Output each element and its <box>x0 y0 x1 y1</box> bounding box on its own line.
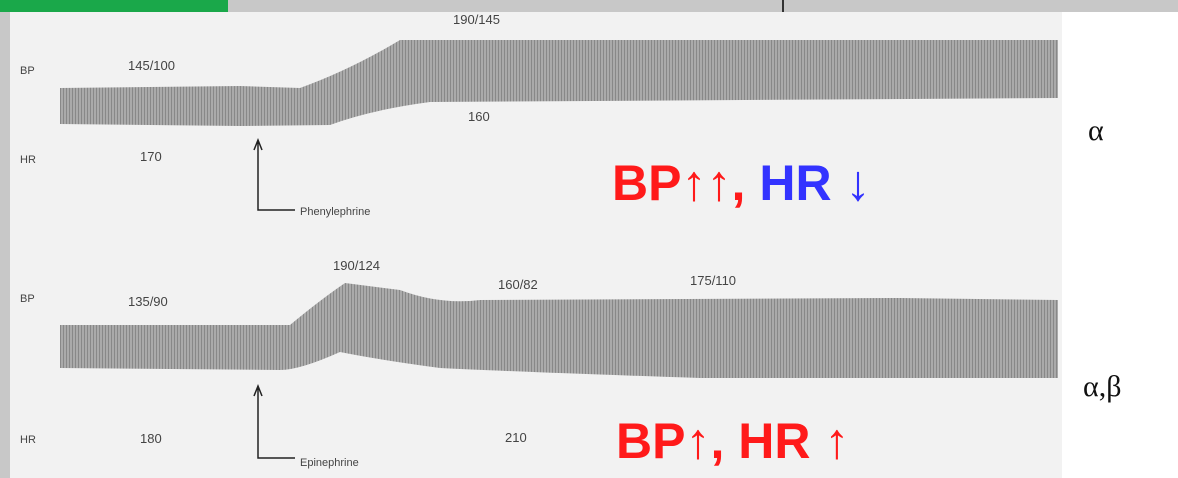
bp-label: BP <box>20 65 35 77</box>
effect-hr: HR ↓ <box>759 155 870 211</box>
bp-label: BP <box>20 293 35 305</box>
drug-label: Phenylephrine <box>300 206 370 218</box>
hr-label: HR <box>20 434 36 446</box>
receptor-label: α <box>1088 114 1104 147</box>
drug-label: Epinephrine <box>300 457 359 469</box>
active-tab[interactable] <box>0 0 228 12</box>
bp-value: 145/100 <box>128 58 175 73</box>
hr-value: 180 <box>140 431 162 446</box>
hr-value: 210 <box>505 430 527 445</box>
left-edge <box>0 12 10 478</box>
bp-value: 135/90 <box>128 294 168 309</box>
receptor-label: α,β <box>1083 370 1121 403</box>
bp-value: 190/124 <box>333 258 380 273</box>
slide: BP 145/100 190/145 160 HR 170 Phenylephr… <box>0 0 1178 478</box>
bp-value: 190/145 <box>453 12 500 27</box>
hr-label: HR <box>20 154 36 166</box>
effect-text: BP↑↑,HR ↓ <box>612 155 870 211</box>
hr-value: 170 <box>140 149 162 164</box>
hr-value: 160 <box>468 109 490 124</box>
bp-value: 175/110 <box>690 273 736 288</box>
bp-value: 160/82 <box>498 277 538 292</box>
effect-text: BP↑, HR ↑ <box>616 413 849 469</box>
effect-bp: BP↑↑, <box>612 155 745 211</box>
